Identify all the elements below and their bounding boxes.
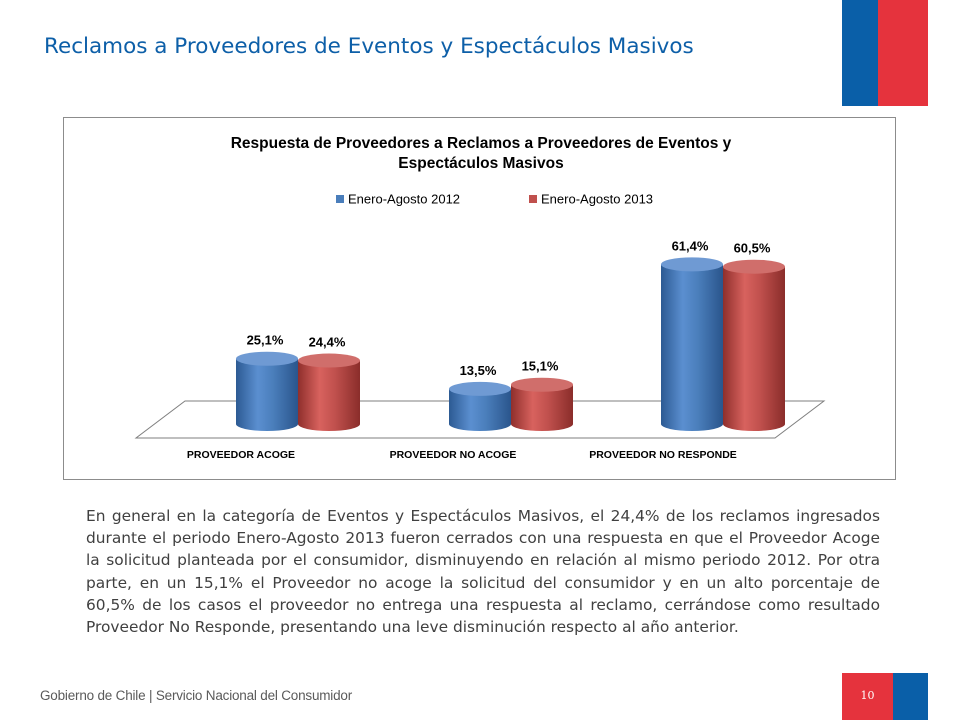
bar-no-responde-2013 <box>723 259 785 431</box>
bar-no-acoge-2013 <box>511 377 573 431</box>
value-label-acoge-2012: 25,1% <box>247 333 284 348</box>
bar-top-no-responde-2012 <box>661 257 723 272</box>
value-label-no-responde-2012: 61,4% <box>672 238 709 253</box>
bar-no-acoge-2012 <box>449 381 511 431</box>
bar-no-responde-2012 <box>661 257 723 431</box>
bar-acoge-2012 <box>236 351 298 431</box>
legend-swatch-2013 <box>529 195 537 203</box>
value-label-acoge-2013: 24,4% <box>309 335 346 350</box>
bar-body-no-responde-2013 <box>723 266 785 431</box>
bar-body-no-acoge-2012 <box>449 388 511 431</box>
flag-bottom-red-stripe: 10 <box>842 673 893 720</box>
chart-title-line1: Respuesta de Proveedores a Reclamos a Pr… <box>231 135 732 152</box>
category-label-no-responde: PROVEEDOR NO RESPONDE <box>589 449 737 461</box>
value-label-no-responde-2013: 60,5% <box>734 241 771 256</box>
bar-top-acoge-2012 <box>236 351 298 366</box>
page-number: 10 <box>860 689 875 702</box>
legend-label-2013: Enero-Agosto 2013 <box>541 192 653 207</box>
bar-acoge-2013 <box>298 353 360 431</box>
chart-bars <box>236 257 785 431</box>
value-label-no-acoge-2013: 15,1% <box>522 359 559 374</box>
category-label-acoge: PROVEEDOR ACOGE <box>187 449 295 461</box>
category-label-no-acoge: PROVEEDOR NO ACOGE <box>390 449 517 461</box>
chart-title-line2: Espectáculos Masivos <box>398 155 563 172</box>
page-title: Reclamos a Proveedores de Eventos y Espe… <box>44 34 694 59</box>
flag-top-decoration <box>842 0 928 106</box>
flag-red-stripe <box>878 0 928 106</box>
value-label-no-acoge-2012: 13,5% <box>460 363 497 378</box>
bar-chart: Respuesta de Proveedores a Reclamos a Pr… <box>134 135 826 461</box>
legend-swatch-2012 <box>336 195 344 203</box>
bar-top-no-acoge-2012 <box>449 381 511 396</box>
chart-container: Respuesta de Proveedores a Reclamos a Pr… <box>63 117 896 480</box>
bar-body-acoge-2013 <box>298 360 360 431</box>
flag-blue-stripe <box>842 0 878 106</box>
bar-top-no-acoge-2013 <box>511 377 573 392</box>
flag-bottom-decoration: 10 <box>842 673 928 720</box>
bar-top-acoge-2013 <box>298 353 360 368</box>
chart-value-labels: 25,1% 24,4% 13,5% 15,1% 61,4% 60,5% <box>247 238 771 378</box>
body-paragraph: En general en la categoría de Eventos y … <box>86 507 880 637</box>
bar-body-acoge-2012 <box>236 358 298 431</box>
bar-body-no-acoge-2013 <box>511 384 573 431</box>
legend-label-2012: Enero-Agosto 2012 <box>348 192 460 207</box>
chart-legend: Enero-Agosto 2012 Enero-Agosto 2013 <box>336 192 653 207</box>
bar-top-no-responde-2013 <box>723 259 785 274</box>
bar-body-no-responde-2012 <box>661 264 723 431</box>
flag-bottom-blue-stripe <box>893 673 928 720</box>
footer-text: Gobierno de Chile | Servicio Nacional de… <box>40 688 353 703</box>
